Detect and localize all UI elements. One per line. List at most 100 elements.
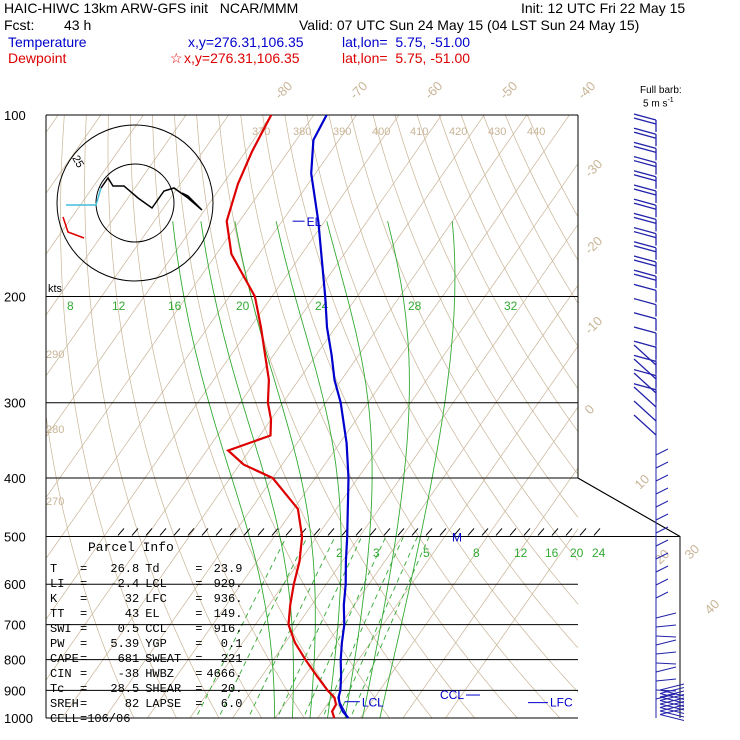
isotherm-line (46, 115, 272, 438)
temperature-xy: x,y=276.31,106.35 (188, 34, 304, 50)
isotherm-label: 20 (652, 546, 673, 567)
wind-barb (655, 662, 677, 665)
wind-barb (633, 255, 657, 263)
theta-label: 400 (372, 126, 390, 138)
equals-sign: = (195, 577, 203, 591)
barb-key-units-value: 5 m s (643, 98, 668, 110)
wind-barb (659, 714, 685, 721)
wind-barb (633, 372, 657, 394)
wind-barb (633, 212, 657, 221)
wind-barb (659, 704, 685, 712)
dry-adiabat (262, 115, 561, 718)
theta-label: 420 (449, 126, 467, 138)
isotherm-line (46, 115, 144, 255)
wind-barb (655, 565, 669, 573)
theta-label: 290 (46, 349, 64, 361)
freezing-hatch (145, 528, 153, 536)
parcel-value: 43 (124, 607, 140, 621)
wind-barb (633, 383, 657, 391)
equals-sign: = (80, 562, 88, 576)
pressure-tick-label: 800 (4, 653, 26, 668)
parcel-row: CIN = -38 HWBZ = 4666. (50, 667, 242, 681)
equals-sign: = (195, 622, 203, 636)
parcel-value: 106/06 (87, 712, 131, 726)
hodograph-inner-ring (95, 163, 175, 243)
wind-barb (633, 312, 657, 320)
wind-barb (633, 358, 657, 380)
freezing-hatch (509, 528, 517, 536)
freezing-hatch (523, 528, 531, 536)
parcel-value: 28.5 (110, 682, 140, 696)
parcel-row: CELL=106/06 (50, 712, 130, 726)
parcel-value: 23.9 (213, 562, 243, 576)
hodograph-ring-label: 25 (69, 154, 86, 171)
freezing-hatch (383, 528, 391, 536)
wind-barb (633, 354, 657, 363)
wind-barb (655, 635, 677, 638)
theta-label: 440 (527, 126, 545, 138)
wind-barb (655, 526, 669, 534)
wind-barb (633, 269, 657, 277)
parcel-value: 0.1 (220, 637, 243, 651)
pressure-tick-label: 700 (4, 618, 26, 633)
el-label: EL (307, 215, 322, 229)
wind-barb (655, 591, 669, 599)
freezing-hatch (593, 528, 601, 536)
barb-key-units: 5 m s-1 (643, 96, 674, 109)
wind-barb (633, 131, 657, 139)
freezing-hatch (187, 528, 195, 536)
dry-adiabat (284, 115, 578, 693)
wind-barb (633, 188, 657, 196)
isotherm-line (61, 115, 485, 718)
pressure-tick-label: 500 (4, 529, 26, 544)
freezing-hatch (117, 528, 125, 536)
mixing-ratio-label: 2 (336, 546, 343, 560)
hodograph-units: kts (48, 283, 63, 295)
parcel-label: EL (145, 607, 160, 621)
wind-barb (633, 344, 657, 366)
wind-barb (659, 701, 685, 708)
mixing-ratio-label: 20 (570, 546, 584, 560)
parcel-value: 26.8 (110, 562, 140, 576)
isotherm-line (46, 115, 357, 560)
equals-sign: = (195, 682, 203, 696)
parcel-value: -38 (117, 667, 140, 681)
freezing-hatch (565, 528, 573, 536)
wind-barb (633, 198, 657, 206)
freezing-hatch (285, 528, 293, 536)
wind-barb (633, 174, 657, 182)
parcel-value: 221 (220, 652, 243, 666)
hodograph-mid-segment (66, 187, 102, 206)
mixing-ratio-label: 12 (514, 546, 528, 560)
isotherm-label: -60 (422, 78, 446, 102)
equals-sign: = (80, 592, 88, 606)
parcel-row: K = 32 LFC = 936. (50, 592, 242, 606)
theta-label: 280 (46, 424, 64, 436)
isotherm-line (46, 115, 400, 620)
wind-barb (633, 117, 657, 125)
dry-adiabat (130, 115, 305, 718)
dry-adiabat (60, 115, 177, 718)
freezing-hatch (579, 528, 587, 536)
isotherm-label: 30 (682, 541, 703, 562)
freezing-hatch (481, 528, 489, 536)
isotherm-label: -20 (582, 233, 606, 257)
wind-barbs (633, 113, 685, 721)
wind-barb (633, 145, 657, 154)
init-time: Init: 12 UTC Fri 22 May 15 (521, 0, 686, 16)
isotherm-label: 0 (582, 401, 598, 417)
theta-e-label: 12 (112, 299, 126, 313)
mixing-ratio-label: 16 (545, 546, 559, 560)
pressure-tick-label: 100 (4, 108, 26, 123)
equals-sign: = (195, 607, 203, 621)
freezing-hatch (243, 528, 251, 536)
wind-barb (659, 707, 685, 714)
parcel-label: LAPSE (145, 697, 182, 711)
wind-barb (655, 612, 677, 619)
pressure-tick-label: 300 (4, 396, 26, 411)
wind-barb (655, 552, 669, 560)
parcel-label: CAPE (50, 652, 79, 666)
isotherm-line (189, 162, 578, 718)
freezing-hatch (369, 528, 377, 536)
